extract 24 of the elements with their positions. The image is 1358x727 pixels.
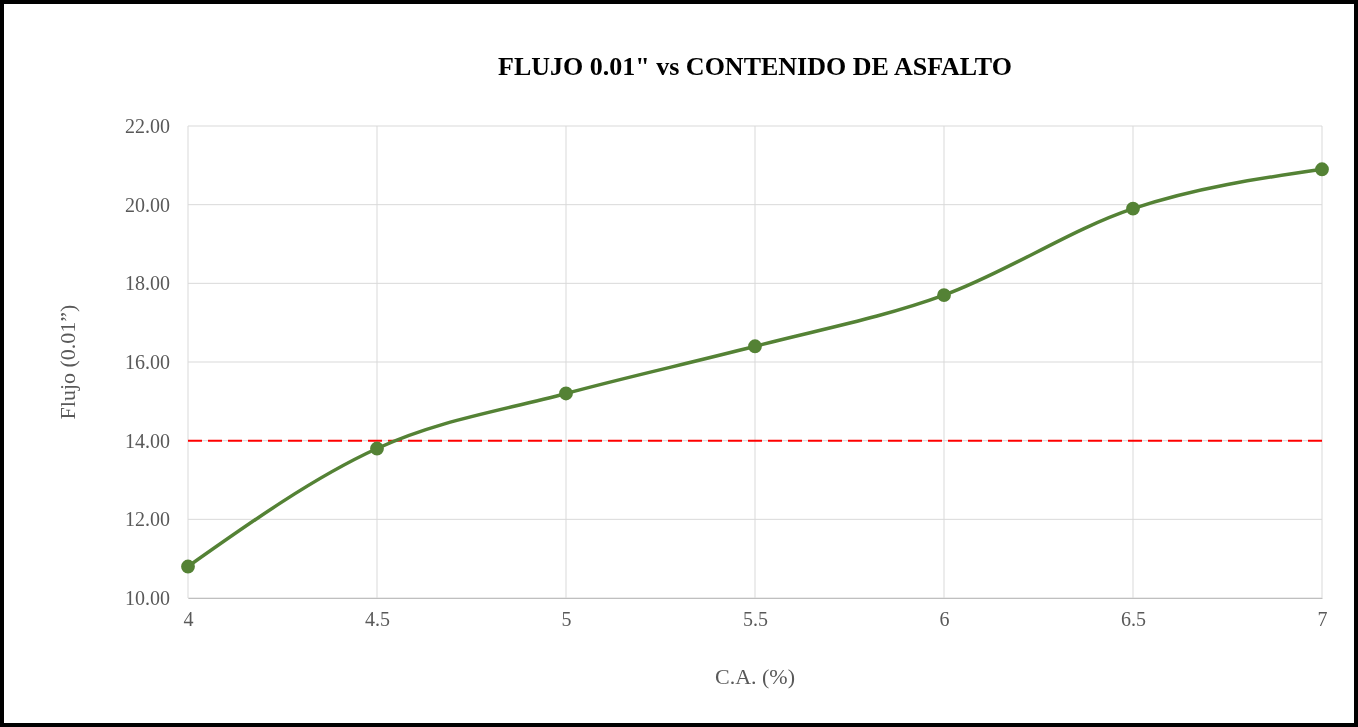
point <box>559 386 573 401</box>
y-tick-label: 20.00 <box>125 193 170 216</box>
point <box>1315 162 1329 177</box>
x-tick-label: 7 <box>1317 608 1328 631</box>
x-tick-label: 6.5 <box>1121 608 1146 631</box>
y-tick-label: 22.00 <box>125 114 170 137</box>
x-axis-title: C.A. (%) <box>714 664 796 689</box>
point <box>937 288 951 303</box>
point <box>181 559 195 574</box>
y-tick-label: 16.00 <box>125 350 170 373</box>
y-axis-title: Flujo (0.01”) <box>55 304 80 420</box>
y-tick-label: 14.00 <box>125 429 170 452</box>
x-tick-label: 5.5 <box>743 608 768 631</box>
chart-title: FLUJO 0.01" vs CONTENIDO DE ASFALTO <box>498 52 1012 81</box>
x-tick-label: 6 <box>939 608 950 631</box>
y-tick-label: 10.00 <box>125 586 170 609</box>
point <box>370 441 384 456</box>
point <box>1126 201 1140 216</box>
y-tick-label: 18.00 <box>125 272 170 295</box>
y-tick-label: 12.00 <box>125 508 170 531</box>
x-tick-label: 4 <box>183 608 194 631</box>
x-tick-label: 4.5 <box>365 608 390 631</box>
point <box>748 339 762 354</box>
x-tick-label: 5 <box>561 608 572 631</box>
